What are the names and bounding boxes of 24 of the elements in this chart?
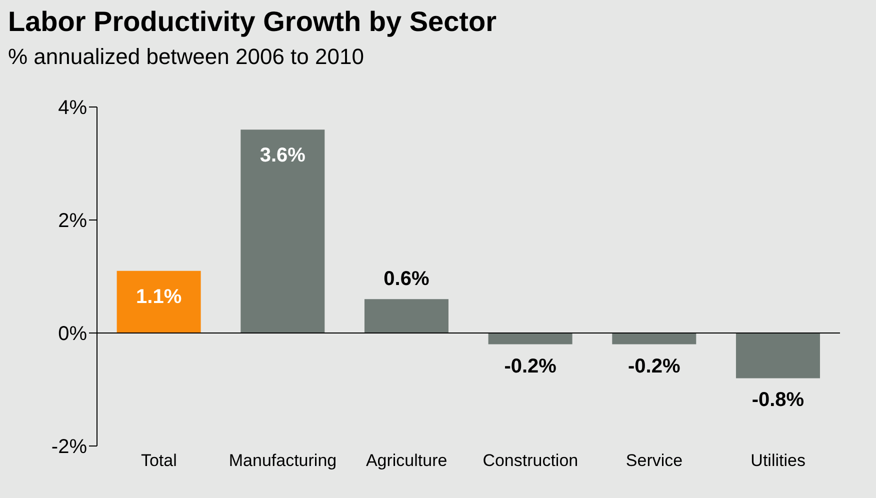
bar <box>488 333 572 344</box>
data-label: 0.6% <box>384 268 430 290</box>
x-tick-label: Agriculture <box>366 451 448 470</box>
x-tick-label: Utilities <box>750 451 806 470</box>
bar <box>116 270 201 333</box>
data-label: 3.6% <box>260 144 306 167</box>
bar <box>736 333 820 378</box>
data-label: -0.2% <box>504 355 557 378</box>
y-tick-label: 2% <box>58 210 88 232</box>
y-tick-label: -2% <box>51 436 88 458</box>
y-tick-label: 4% <box>58 97 88 120</box>
y-tick-label: 0% <box>58 323 88 346</box>
bar <box>612 333 696 344</box>
data-label: -0.2% <box>628 355 680 378</box>
bar <box>364 299 448 333</box>
bar <box>240 130 325 333</box>
data-label: 1.1% <box>136 286 182 308</box>
chart-subtitle: % annualized between 2006 to 2010 <box>8 44 364 70</box>
x-tick-label: Total <box>140 451 177 470</box>
x-tick-label: Construction <box>482 451 578 470</box>
data-label: -0.8% <box>752 389 804 412</box>
x-tick-label: Manufacturing <box>228 451 337 470</box>
chart-title: Labor Productivity Growth by Sector <box>8 6 497 38</box>
x-tick-label: Service <box>626 451 683 470</box>
